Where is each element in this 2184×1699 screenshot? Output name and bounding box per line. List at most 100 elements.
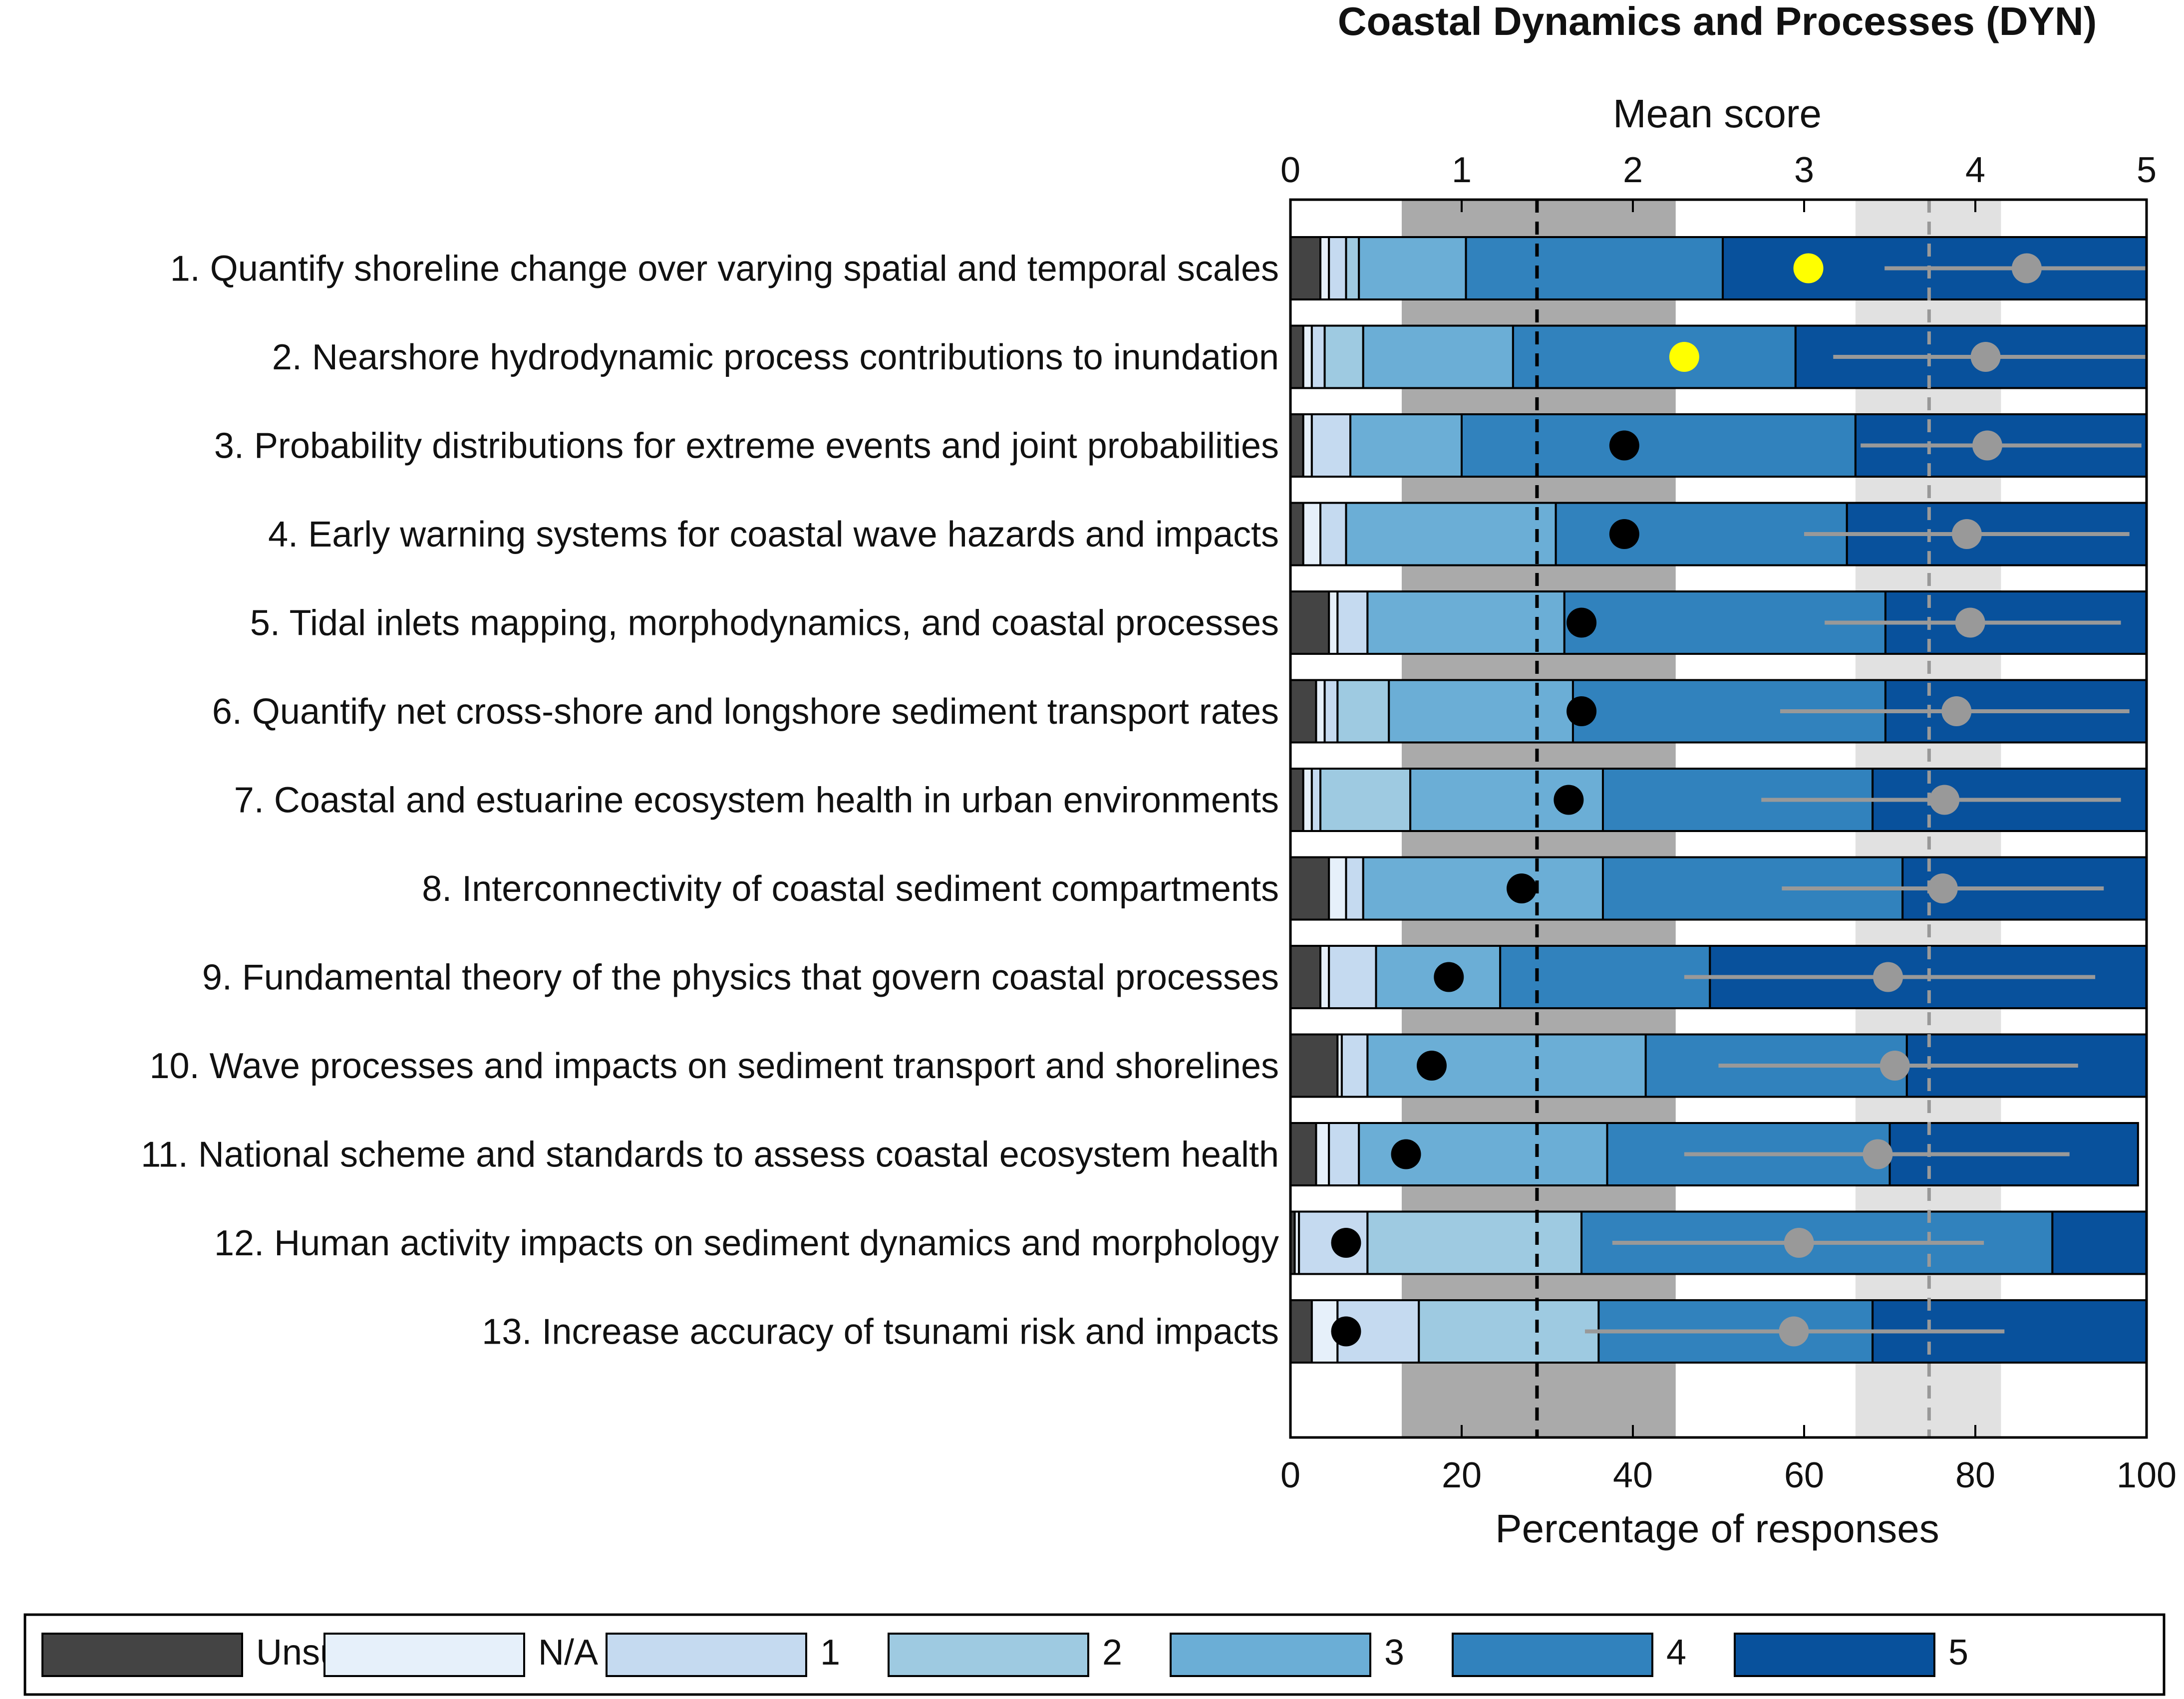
mean-score-dot-3 bbox=[1972, 430, 2003, 461]
bar-segment-7-2 bbox=[1319, 768, 1412, 832]
mean-score-dot-7 bbox=[1929, 785, 1960, 815]
legend-label-5: 3 bbox=[1384, 1633, 1404, 1673]
rank-dot-3 bbox=[1609, 430, 1639, 461]
legend-swatch-3 bbox=[606, 1633, 807, 1677]
category-label-6: 6. Quantify net cross-shore and longshor… bbox=[212, 692, 1279, 732]
bottom-tick-label-40: 40 bbox=[1613, 1455, 1653, 1495]
bottom-tick-label-100: 100 bbox=[2117, 1455, 2177, 1495]
bar-segment-9-4 bbox=[1499, 945, 1711, 1009]
mean-score-dot-9 bbox=[1873, 962, 1903, 992]
bar-segment-3-1 bbox=[1310, 413, 1352, 478]
category-label-8: 8. Interconnectivity of coastal sediment… bbox=[422, 869, 1279, 909]
bar-segment-9-1 bbox=[1328, 945, 1377, 1009]
bar-segment-13-2 bbox=[1418, 1299, 1600, 1364]
bar-segment-4-na bbox=[1302, 502, 1322, 566]
legend-label-4: 2 bbox=[1102, 1633, 1122, 1673]
category-label-11: 11. National scheme and standards to ass… bbox=[141, 1135, 1279, 1175]
rank-dot-7 bbox=[1554, 785, 1584, 815]
bar-segment-3-unsure bbox=[1289, 413, 1304, 478]
rank-dot-9 bbox=[1434, 962, 1464, 992]
legend-swatch-4 bbox=[888, 1633, 1089, 1677]
bar-segment-8-3 bbox=[1362, 856, 1604, 921]
bar-segment-2-3 bbox=[1362, 324, 1514, 389]
legend-swatch-2 bbox=[323, 1633, 525, 1677]
rank-dot-5 bbox=[1566, 607, 1597, 638]
mean-score-dot-13 bbox=[1779, 1316, 1809, 1347]
plot-frame bbox=[1289, 198, 2148, 1439]
mean-score-dot-5 bbox=[1955, 607, 1985, 638]
bar-segment-12-5 bbox=[2051, 1210, 2148, 1275]
bar-segment-2-4 bbox=[1512, 324, 1797, 389]
bar-segment-6-unsure bbox=[1289, 679, 1317, 744]
bar-segment-13-unsure bbox=[1289, 1299, 1313, 1364]
bar-segment-5-na bbox=[1328, 590, 1339, 655]
bar-segment-7-1 bbox=[1310, 768, 1322, 832]
rank-dot-4 bbox=[1609, 519, 1639, 549]
top-tick-label-2: 2 bbox=[1623, 150, 1643, 190]
bar-segment-2-2 bbox=[1323, 324, 1364, 389]
bar-segment-5-3 bbox=[1366, 590, 1565, 655]
category-label-7: 7. Coastal and estuarine ecosystem healt… bbox=[234, 781, 1279, 821]
category-labels: 1. Quantify shoreline change over varyin… bbox=[141, 249, 1279, 1352]
mean-score-dot-10 bbox=[1879, 1051, 1910, 1081]
bottom-tick-label-80: 80 bbox=[1955, 1455, 1995, 1495]
bar-segment-4-3 bbox=[1345, 502, 1557, 566]
bar-segment-8-unsure bbox=[1289, 856, 1330, 921]
rank-dot-10 bbox=[1416, 1051, 1447, 1081]
bar-segment-3-na bbox=[1302, 413, 1313, 478]
rank-dot-12 bbox=[1331, 1228, 1361, 1258]
top-tick-label-1: 1 bbox=[1452, 150, 1472, 190]
top-tick-label-3: 3 bbox=[1794, 150, 1814, 190]
legend-swatch-7 bbox=[1734, 1633, 1935, 1677]
bar-segment-1-3 bbox=[1358, 236, 1467, 300]
category-label-5: 5. Tidal inlets mapping, morphodynamics,… bbox=[250, 603, 1279, 643]
mean-score-dot-4 bbox=[1951, 519, 1982, 549]
legend-swatch-1 bbox=[41, 1633, 243, 1677]
legend-items: Unsure N/A 1 2 3 4 5 bbox=[41, 1633, 1968, 1677]
bottom-tick-label-60: 60 bbox=[1784, 1455, 1824, 1495]
bar-segment-6-na bbox=[1315, 679, 1326, 744]
category-label-12: 12. Human activity impacts on sediment d… bbox=[214, 1223, 1279, 1263]
bottom-tick-label-0: 0 bbox=[1280, 1455, 1300, 1495]
category-label-9: 9. Fundamental theory of the physics tha… bbox=[202, 958, 1279, 998]
category-label-1: 1. Quantify shoreline change over varyin… bbox=[170, 249, 1279, 289]
bar-segment-7-unsure bbox=[1289, 768, 1304, 832]
bar-segment-11-na bbox=[1315, 1122, 1330, 1186]
rank-dot-11 bbox=[1391, 1139, 1421, 1169]
legend: Unsure N/A 1 2 3 4 5 bbox=[23, 1613, 2166, 1696]
bar-segment-5-unsure bbox=[1289, 590, 1330, 655]
bar-segment-6-2 bbox=[1336, 679, 1390, 744]
bar-segment-6-3 bbox=[1388, 679, 1574, 744]
category-label-13: 13. Increase accuracy of tsunami risk an… bbox=[482, 1312, 1279, 1352]
bar-segment-2-unsure bbox=[1289, 324, 1304, 389]
mean-score-dot-1 bbox=[2011, 253, 2042, 283]
bar-segment-1-unsure bbox=[1289, 236, 1322, 300]
legend-label-3: 1 bbox=[820, 1633, 840, 1673]
bar-segment-10-1 bbox=[1340, 1033, 1369, 1098]
bar-segment-3-3 bbox=[1349, 413, 1463, 478]
mean-score-dot-12 bbox=[1784, 1228, 1814, 1258]
bar-segment-2-na bbox=[1302, 324, 1313, 389]
markers bbox=[1331, 253, 2147, 1347]
bottom-axis-title: Percentage of responses bbox=[1495, 1506, 1939, 1551]
rank-dot-8 bbox=[1507, 873, 1537, 903]
mean-score-dot-6 bbox=[1941, 696, 1972, 726]
rank-dot-13 bbox=[1331, 1316, 1361, 1347]
bar-segment-12-2 bbox=[1366, 1210, 1583, 1275]
bar-segment-2-1 bbox=[1310, 324, 1326, 389]
category-label-3: 3. Probability distributions for extreme… bbox=[214, 426, 1279, 466]
mean-score-dot-2 bbox=[1970, 342, 2001, 372]
bottom-tick-label-20: 20 bbox=[1442, 1455, 1482, 1495]
mean-score-dot-8 bbox=[1927, 873, 1958, 903]
top-tick-label-4: 4 bbox=[1965, 150, 1985, 190]
bar-segment-3-4 bbox=[1461, 413, 1857, 478]
legend-label-2: N/A bbox=[538, 1633, 598, 1673]
bar-segment-11-unsure bbox=[1289, 1122, 1317, 1186]
legend-swatch-6 bbox=[1452, 1633, 1653, 1677]
rank-dot-1 bbox=[1793, 253, 1824, 283]
category-label-2: 2. Nearshore hydrodynamic process contri… bbox=[272, 337, 1279, 377]
bar-segment-4-unsure bbox=[1289, 502, 1304, 566]
bar-segment-5-1 bbox=[1336, 590, 1369, 655]
bar-segment-1-4 bbox=[1465, 236, 1724, 300]
